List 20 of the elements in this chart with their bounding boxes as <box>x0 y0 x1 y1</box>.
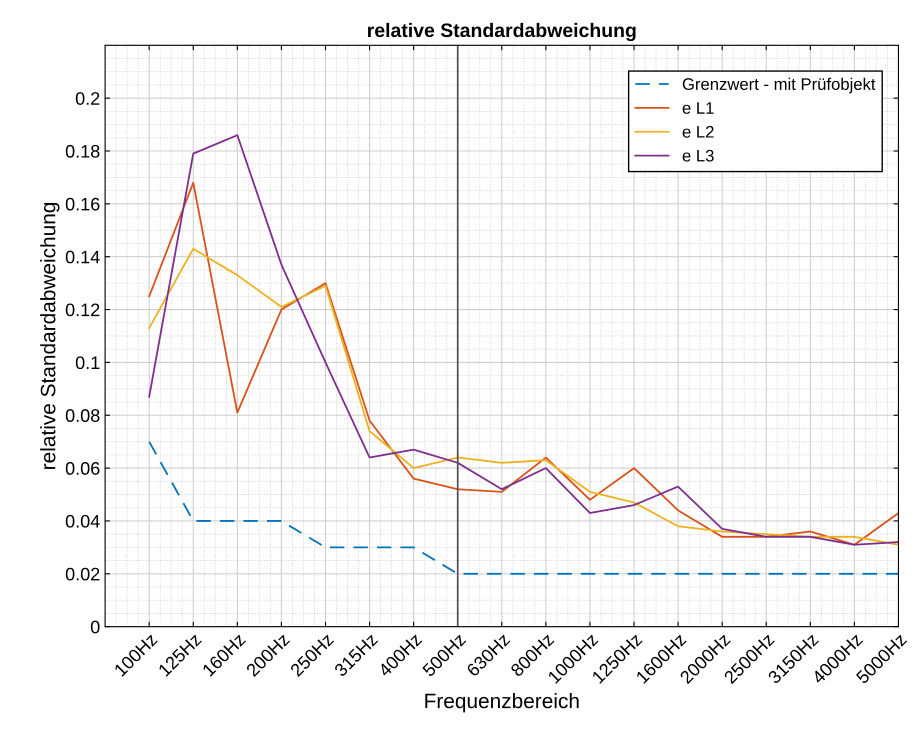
x-axis-title: Frequenzbereich <box>425 692 579 712</box>
y-tick-label: 0.14 <box>66 250 100 264</box>
y-tick-label: 0.06 <box>66 462 100 475</box>
legend-label: e L1 <box>682 102 714 114</box>
y-tick-label: 0.18 <box>66 144 100 158</box>
y-axis-title: relative Standardabweichung <box>40 202 60 469</box>
y-tick-label: 0.02 <box>66 568 100 581</box>
line-series <box>148 248 898 546</box>
y-tick-label: 0.1 <box>76 356 100 370</box>
legend-label: e L3 <box>682 150 714 162</box>
y-tick-label: 0.08 <box>66 409 100 422</box>
legend-label: e L2 <box>682 126 714 138</box>
y-tick-label: 0.16 <box>66 198 100 211</box>
y-tick-label: 0.2 <box>76 92 100 105</box>
y-tick-label: 0.04 <box>66 514 100 528</box>
y-tick-label: 0 <box>90 620 100 634</box>
y-tick-label: 0.12 <box>66 303 100 316</box>
legend-label: Grenzwert - mit Prüfobjekt <box>682 78 876 94</box>
chart-title: relative Standardabweichung <box>368 22 636 42</box>
line-series <box>148 440 898 575</box>
